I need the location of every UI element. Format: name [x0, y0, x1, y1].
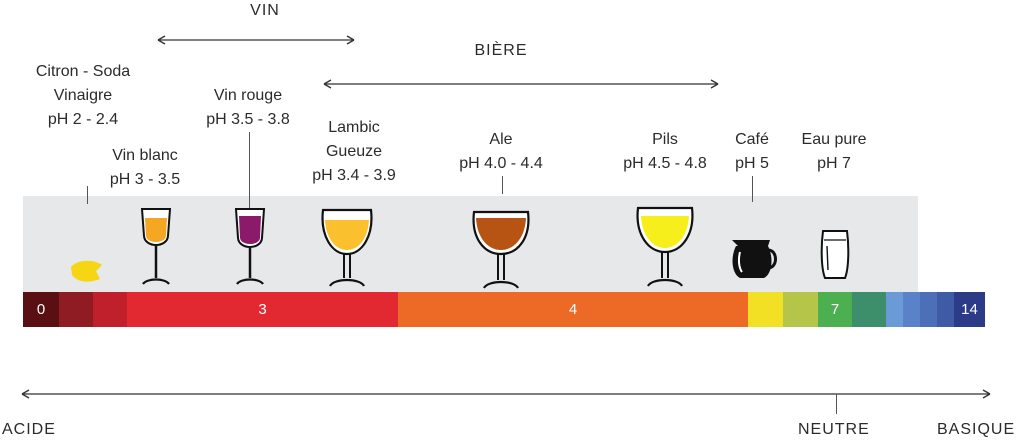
- ph-label-4: 4: [568, 301, 578, 318]
- item-label-citron: Citron - Soda Vinaigre pH 2 - 2.4: [35, 63, 131, 128]
- neutral-tick: [836, 394, 837, 414]
- ph-label-3: 3: [258, 301, 267, 318]
- acid-base-axis-arrow: [21, 389, 991, 399]
- ph-segment-10: [903, 292, 920, 327]
- wine-glass-vin-blanc-icon: [140, 208, 172, 285]
- ph-segment-13: 14: [954, 292, 985, 327]
- ph-segment-1: [59, 292, 93, 327]
- beer-glass-ale-icon: [472, 210, 530, 289]
- axis-label-basique: BASIQUE: [937, 421, 1016, 438]
- liquid-lambic: [325, 220, 369, 250]
- water-glass-icon: [820, 230, 850, 279]
- beer-glass-pils-icon: [636, 206, 694, 287]
- ph-segment-9: [886, 292, 903, 327]
- range-arrow-vin: [157, 35, 355, 45]
- ph-segment-0: 0: [23, 292, 59, 327]
- liquid-pils: [641, 216, 689, 248]
- coffee-pot-icon: [732, 240, 777, 278]
- range-label-vin: VIN: [250, 2, 280, 19]
- ph-segment-12: [937, 292, 954, 327]
- axis-label-acide: ACIDE: [2, 421, 56, 438]
- range-arrow-biere: [323, 79, 719, 89]
- ph-segment-7: 7: [818, 292, 852, 327]
- item-label-vin-rouge: Vin rouge pH 3.5 - 3.8: [206, 87, 290, 128]
- item-label-cafe: Café pH 5: [735, 131, 769, 172]
- leader-cafe: [752, 176, 753, 202]
- ph-segment-5: [748, 292, 783, 327]
- ph-label-14: 14: [961, 301, 978, 318]
- ph-scale-bar: 0 3 4 7 14: [23, 292, 985, 327]
- ph-segment-2: [93, 292, 127, 327]
- item-label-ale: Ale pH 4.0 - 4.4: [459, 131, 543, 172]
- leader-ale: [502, 176, 503, 194]
- wine-glass-vin-rouge-icon: [234, 208, 266, 285]
- item-label-pils: Pils pH 4.5 - 4.8: [623, 131, 707, 172]
- axis-label-neutre: NEUTRE: [798, 421, 870, 438]
- items-panel: [23, 196, 918, 292]
- item-label-vin-blanc: Vin blanc pH 3 - 3.5: [109, 147, 181, 188]
- item-label-eau: Eau pure pH 7: [801, 131, 867, 172]
- liquid-vin-blanc: [145, 218, 167, 242]
- ph-segment-11: [920, 292, 937, 327]
- ph-label-0: 0: [36, 301, 46, 318]
- leader-vin-rouge: [249, 132, 250, 210]
- liquid-vin-rouge: [239, 216, 261, 244]
- ph-label-7: 7: [830, 301, 840, 318]
- leader-citron: [87, 186, 88, 204]
- range-label-biere: BIÈRE: [474, 42, 528, 59]
- beer-glass-lambic-icon: [321, 208, 373, 287]
- lemon-icon: [71, 260, 102, 282]
- liquid-ale: [476, 218, 526, 250]
- ph-segment-3: 3: [127, 292, 398, 327]
- ph-segment-6: [783, 292, 818, 327]
- ph-segment-8: [852, 292, 886, 327]
- ph-segment-4: 4: [398, 292, 748, 327]
- item-label-lambic: Lambic Gueuze pH 3.4 - 3.9: [312, 119, 396, 184]
